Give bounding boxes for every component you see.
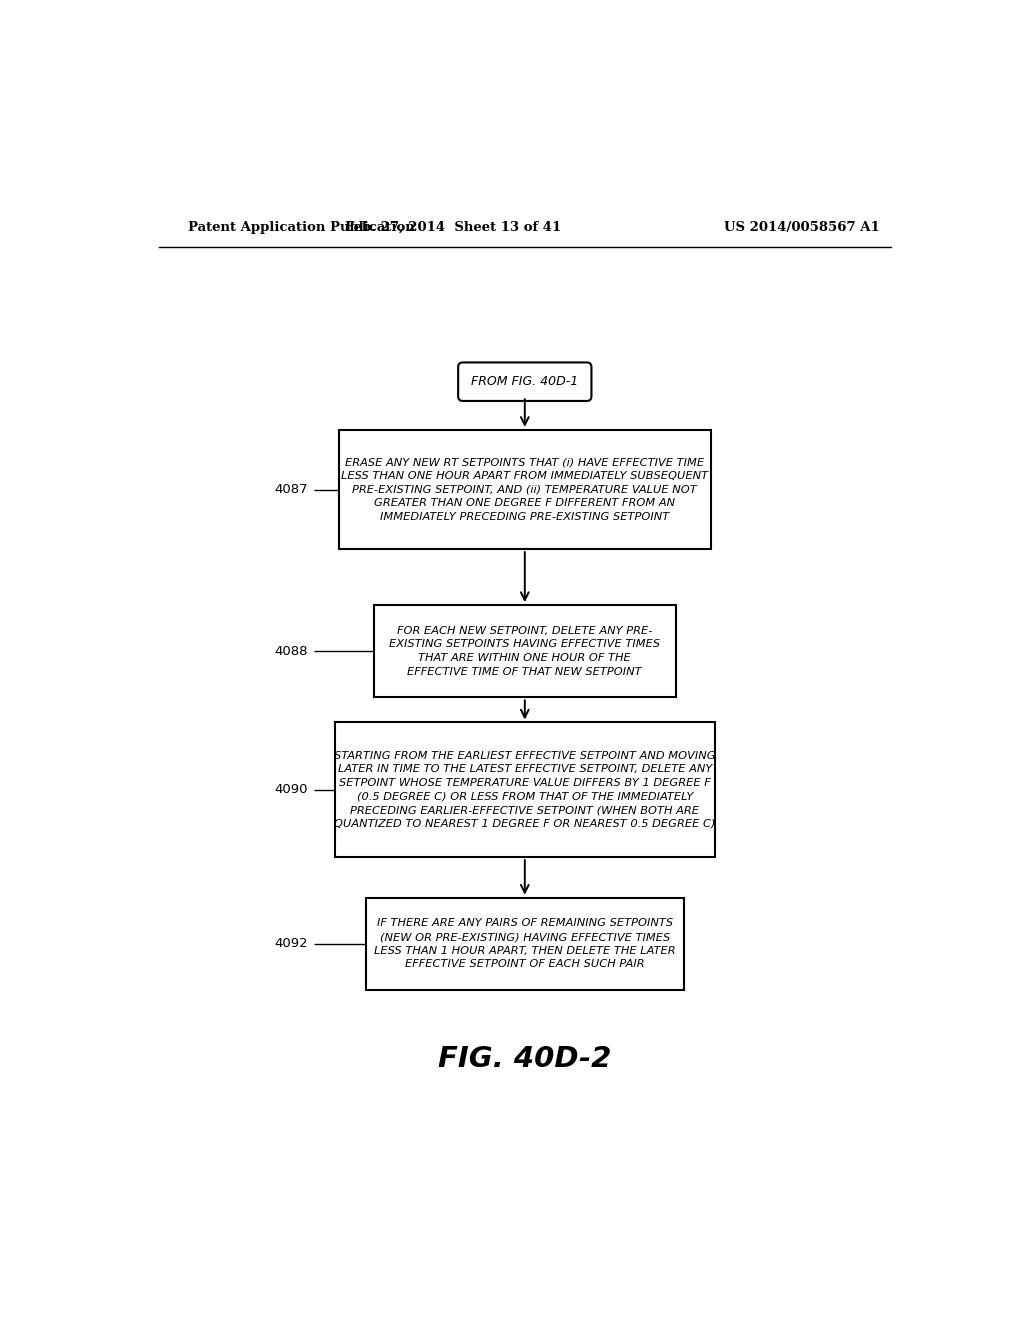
FancyBboxPatch shape [374, 605, 676, 697]
Text: US 2014/0058567 A1: US 2014/0058567 A1 [724, 222, 880, 234]
Text: Patent Application Publication: Patent Application Publication [188, 222, 415, 234]
Text: FROM FIG. 40D-1: FROM FIG. 40D-1 [471, 375, 579, 388]
Text: 4090: 4090 [274, 783, 308, 796]
FancyBboxPatch shape [335, 722, 715, 857]
Text: STARTING FROM THE EARLIEST EFFECTIVE SETPOINT AND MOVING
LATER IN TIME TO THE LA: STARTING FROM THE EARLIEST EFFECTIVE SET… [334, 751, 716, 829]
Text: 4087: 4087 [274, 483, 308, 496]
Text: 4092: 4092 [274, 937, 308, 950]
Text: FIG. 40D-2: FIG. 40D-2 [438, 1045, 611, 1073]
Text: 4088: 4088 [274, 644, 308, 657]
Text: IF THERE ARE ANY PAIRS OF REMAINING SETPOINTS
(NEW OR PRE-EXISTING) HAVING EFFEC: IF THERE ARE ANY PAIRS OF REMAINING SETP… [374, 919, 676, 969]
Text: ERASE ANY NEW RT SETPOINTS THAT (i) HAVE EFFECTIVE TIME
LESS THAN ONE HOUR APART: ERASE ANY NEW RT SETPOINTS THAT (i) HAVE… [341, 457, 709, 521]
FancyBboxPatch shape [458, 363, 592, 401]
Text: FOR EACH NEW SETPOINT, DELETE ANY PRE-
EXISTING SETPOINTS HAVING EFFECTIVE TIMES: FOR EACH NEW SETPOINT, DELETE ANY PRE- E… [389, 626, 660, 677]
Text: Feb. 27, 2014  Sheet 13 of 41: Feb. 27, 2014 Sheet 13 of 41 [345, 222, 561, 234]
FancyBboxPatch shape [339, 430, 711, 549]
FancyBboxPatch shape [366, 898, 684, 990]
